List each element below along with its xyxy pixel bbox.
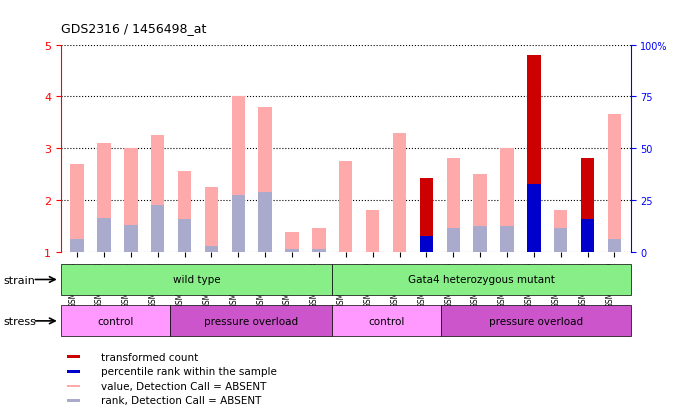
Text: Gata4 heterozygous mutant: Gata4 heterozygous mutant [408, 275, 555, 285]
Bar [554, 211, 567, 252]
Bar [332, 306, 441, 337]
Bar [232, 195, 245, 252]
Bar [170, 306, 332, 337]
Text: transformed count: transformed count [101, 352, 198, 362]
Bar [97, 143, 111, 252]
Text: pressure overload: pressure overload [204, 316, 298, 326]
Bar [581, 219, 595, 252]
Text: percentile rank within the sample: percentile rank within the sample [101, 366, 277, 376]
Bar [151, 136, 165, 252]
Bar [366, 211, 380, 252]
Bar [71, 164, 84, 252]
Text: strain: strain [3, 275, 35, 285]
Bar [420, 178, 433, 252]
Bar [124, 225, 138, 252]
Bar [151, 206, 165, 252]
Text: stress: stress [3, 316, 36, 326]
Bar [178, 220, 191, 252]
Bar [447, 229, 460, 252]
Bar [71, 239, 84, 252]
Bar [312, 249, 325, 252]
Bar [500, 149, 514, 252]
Bar [420, 236, 433, 252]
Text: rank, Detection Call = ABSENT: rank, Detection Call = ABSENT [101, 396, 261, 406]
Bar [66, 356, 81, 358]
Bar [393, 133, 406, 252]
Bar [66, 399, 81, 402]
Bar [258, 192, 272, 252]
Bar [339, 161, 353, 252]
Bar [258, 107, 272, 252]
Bar [205, 247, 218, 252]
Text: value, Detection Call = ABSENT: value, Detection Call = ABSENT [101, 381, 266, 391]
Bar [473, 226, 487, 252]
Bar [61, 306, 170, 337]
Bar [447, 159, 460, 252]
Bar [473, 174, 487, 252]
Bar [61, 264, 332, 295]
Bar [607, 239, 621, 252]
Bar [581, 219, 595, 252]
Bar [66, 370, 81, 373]
Bar [581, 159, 595, 252]
Bar [332, 264, 631, 295]
Text: pressure overload: pressure overload [489, 316, 582, 326]
Text: wild type: wild type [173, 275, 220, 285]
Bar [527, 56, 540, 252]
Bar [178, 172, 191, 252]
Bar [205, 188, 218, 252]
Text: GDS2316 / 1456498_at: GDS2316 / 1456498_at [61, 22, 206, 35]
Bar [97, 218, 111, 252]
Bar [500, 226, 514, 252]
Bar [285, 232, 299, 252]
Bar [232, 97, 245, 252]
Bar [312, 229, 325, 252]
Text: control: control [97, 316, 134, 326]
Bar [554, 229, 567, 252]
Bar [441, 306, 631, 337]
Bar [124, 149, 138, 252]
Text: control: control [368, 316, 405, 326]
Bar [607, 115, 621, 252]
Bar [66, 385, 81, 387]
Bar [285, 249, 299, 252]
Bar [527, 185, 540, 252]
